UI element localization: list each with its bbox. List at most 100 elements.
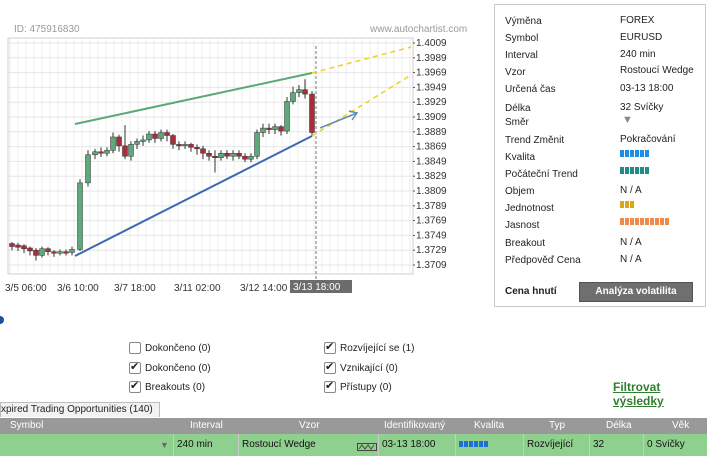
filter-checkbox-label: Rozvíjející se (1) [340,343,415,354]
bear-candle [164,132,170,136]
bull-candle [85,154,91,184]
info-key: Vzor [505,67,526,78]
bear-candle [212,155,218,158]
bear-candle [27,247,33,252]
filter-checkbox[interactable] [324,379,336,393]
filter-checkbox-label: Vznikající (0) [340,363,398,374]
cell-length: 32 [593,439,605,450]
quality-bars-icon [459,441,488,447]
col-pattern[interactable]: Vzor [299,420,320,431]
watermark: www.autochartist.com [370,24,468,35]
price-axis-label: 1.3949 [416,82,447,93]
forecast-arrow-head [348,110,359,121]
bull-candle [158,132,164,139]
info-key: Předpověď Cena [505,255,581,266]
filter-checkbox[interactable] [129,342,141,354]
info-key: Kvalita [505,152,536,163]
bear-candle [45,248,51,252]
cell-divider [523,434,524,456]
cell-divider [455,434,456,456]
filter-checkbox-label: Dokončeno (0) [145,363,211,374]
date-axis-label: 3/11 02:00 [174,283,221,294]
bull-candle [218,153,224,158]
bull-candle [39,248,45,256]
bear-candle [176,144,182,147]
info-key: Výměna [505,16,542,27]
quality-bars-icon [620,150,649,157]
col-type[interactable]: Typ [549,420,566,431]
col-age[interactable]: Věk [672,420,690,431]
cell-divider [238,434,239,456]
filter-checkbox-label: Dokončeno (0) [145,343,211,354]
info-key: Breakout [505,238,546,249]
bear-candle [236,153,242,157]
col-identified[interactable]: Identifikovaný [384,420,446,431]
resistance-projection [311,46,412,74]
filter-checkbox[interactable] [324,340,336,354]
info-value: Rostoucí Wedge [620,65,694,76]
bull-candle [104,150,110,154]
info-key: Symbol [505,33,539,44]
price-axis-label: 1.3869 [416,142,447,153]
table-row[interactable]: ▼ 240 min Rostoucí Wedge 03-13 18:00 Roz… [0,434,707,456]
cell-type: Rozvíjející [527,439,574,450]
bull-candle [77,182,83,250]
bull-candle [272,126,278,130]
bull-candle [92,151,98,155]
support-line [74,135,313,257]
tab-expired-opportunities[interactable]: xpired Trading Opportunities (140) [0,402,160,417]
filter-results-link[interactable]: Filtrovat výsledky [613,380,664,408]
resistance-line [74,72,313,125]
bear-candle [266,127,272,130]
bear-candle [21,245,27,249]
info-key: Trend Změnit [505,135,565,146]
price-axis-label: 1.3989 [416,53,447,64]
initial-trend-bars-icon [620,167,649,174]
date-axis-label: 3/7 18:00 [114,283,156,294]
bear-candle [242,155,248,160]
price-chart: 1.4009 1.3989 1.3969 1.3949 1.3929 1.3909 1.38… [5,37,447,294]
bear-candle [51,251,57,254]
info-key: Jasnost [505,220,540,231]
info-value: N / A [620,185,642,196]
info-key: Interval [505,50,538,61]
col-length[interactable]: Délka [606,420,632,431]
bear-candle [63,251,69,254]
info-value: 32 Svíčky [620,102,664,113]
info-key: Objem [505,186,535,197]
price-axis-label: 1.3909 [416,112,447,123]
bear-candle [122,145,128,157]
bear-candle [278,126,284,132]
volatility-analysis-button[interactable]: Analýza volatilita [579,282,693,302]
bull-candle [140,139,146,142]
bear-candle [170,135,176,145]
info-key: Délka [505,103,531,114]
info-key: Jednotnost [505,203,554,214]
bear-candle [206,153,212,157]
info-key: Směr [505,117,529,128]
date-axis-label: 3/6 10:00 [57,283,99,294]
bull-candle [134,141,140,145]
current-time-box [290,280,352,293]
col-interval[interactable]: Interval [190,420,223,431]
price-axis-label: 1.3749 [416,230,447,241]
bear-candle [302,89,308,95]
filter-checkbox[interactable] [324,360,336,374]
bull-candle [254,132,260,157]
bull-candle [296,89,302,93]
info-value: FOREX [620,15,655,26]
price-axis-label: 1.3969 [416,68,447,79]
bull-candle [110,136,116,151]
filter-checkbox-label: Přístupy (0) [340,382,392,393]
cell-divider [378,434,379,456]
filter-checkbox[interactable] [129,379,141,393]
col-symbol[interactable]: Symbol [10,420,44,431]
price-axis-label: 1.3889 [416,127,447,138]
filter-checkbox[interactable] [129,360,141,374]
info-value: 240 min [620,49,656,60]
pattern-info-panel: Výměna FOREX Symbol EURUSD Interval 240 min Vz… [494,4,706,307]
price-axis-label: 1.3929 [416,97,447,108]
bear-candle [98,151,104,154]
filter-checkbox-label: Breakouts (0) [145,382,206,393]
col-quality[interactable]: Kvalita [474,420,505,431]
